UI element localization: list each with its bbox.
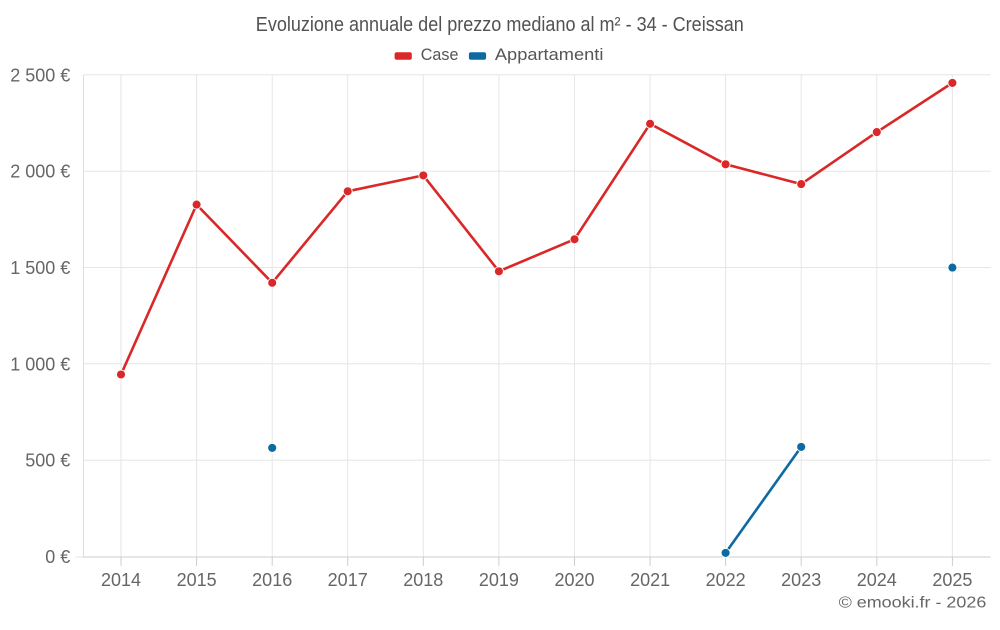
svg-text:2018: 2018	[403, 570, 443, 590]
svg-text:2014: 2014	[101, 570, 141, 590]
svg-text:2024: 2024	[857, 570, 897, 590]
svg-text:Appartamenti: Appartamenti	[495, 45, 603, 64]
svg-text:© emooki.fr - 2026: © emooki.fr - 2026	[839, 595, 987, 612]
svg-text:2020: 2020	[554, 570, 594, 590]
svg-text:1 500 €: 1 500 €	[10, 258, 70, 278]
svg-text:2021: 2021	[630, 570, 670, 590]
svg-text:Evoluzione annuale del prezzo: Evoluzione annuale del prezzo mediano al…	[256, 14, 744, 36]
svg-text:2017: 2017	[328, 570, 368, 590]
svg-text:2022: 2022	[706, 570, 746, 590]
svg-text:0 €: 0 €	[45, 547, 70, 567]
svg-text:1 000 €: 1 000 €	[10, 354, 70, 374]
svg-text:2025: 2025	[932, 570, 972, 590]
svg-text:2016: 2016	[252, 570, 292, 590]
svg-text:2 000 €: 2 000 €	[10, 162, 70, 182]
svg-text:2019: 2019	[479, 570, 519, 590]
svg-text:2015: 2015	[177, 570, 217, 590]
svg-text:500 €: 500 €	[25, 451, 70, 471]
svg-text:2 500 €: 2 500 €	[10, 65, 70, 85]
svg-text:2023: 2023	[781, 570, 821, 590]
svg-text:Case: Case	[421, 45, 459, 64]
